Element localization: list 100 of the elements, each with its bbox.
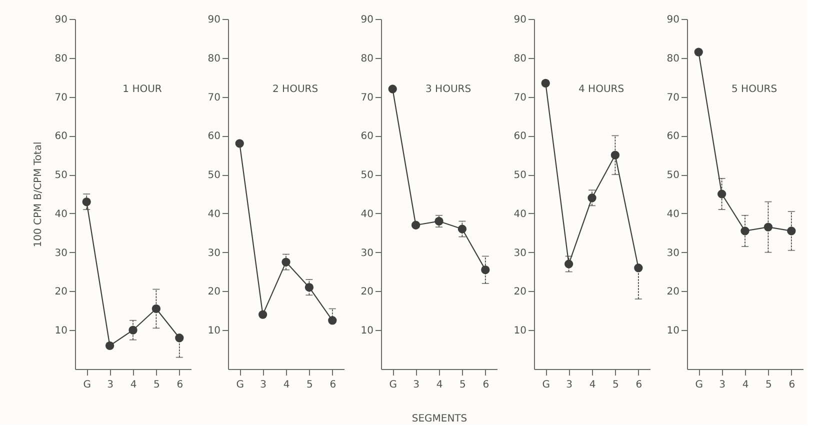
point (388, 84, 397, 94)
point (458, 224, 467, 234)
y-tick-label: 80 (666, 53, 680, 64)
point (588, 194, 596, 202)
y-tick-label: 90 (54, 14, 68, 26)
y-tick-label: 20 (666, 286, 680, 298)
y-tick-label: 20 (208, 286, 220, 298)
y-tick-label: 40 (666, 208, 680, 220)
x-tick-label: 6 (788, 380, 796, 390)
y-tick-label: 70 (666, 92, 680, 104)
y-tick-label: 30 (666, 248, 680, 259)
y-tick-label: 60 (360, 131, 374, 142)
y-tick-label: 20 (54, 286, 68, 298)
text: 3 HOURS (426, 84, 472, 95)
point (328, 316, 337, 325)
x-tick-label: 6 (330, 380, 336, 390)
y-tick-label: 80 (54, 53, 68, 64)
point (694, 48, 703, 56)
point (434, 216, 444, 226)
x-tick-label: 4 (589, 380, 596, 390)
x-tick-label: 4 (130, 380, 137, 390)
y-tick-label: 30 (514, 248, 526, 259)
point (634, 264, 643, 272)
x-tick-label: 6 (176, 380, 184, 390)
x-tick-label: 3 (566, 380, 572, 390)
text: 5 HOURS (732, 84, 778, 95)
y-tick-label: 70 (208, 92, 220, 104)
point (304, 283, 314, 292)
y-tick-label: 40 (360, 208, 374, 220)
point (235, 139, 244, 148)
y-tick-label: 10 (360, 326, 374, 337)
y-tick-label: 60 (514, 131, 526, 142)
y-tick-label: 50 (208, 170, 220, 182)
y-tick-label: 10 (666, 326, 680, 337)
y-tick-label: 30 (54, 248, 68, 259)
y-axis-title: 100 CPM B/CPM Total (32, 142, 44, 248)
y-tick-label: 60 (666, 131, 680, 142)
x-tick-label: 4 (436, 380, 443, 390)
y-tick-label: 50 (514, 170, 526, 182)
y-tick-label: 50 (666, 170, 680, 182)
y-tick-label: 10 (208, 326, 220, 337)
y-tick-label: 60 (208, 131, 220, 142)
x-tick-label: G (236, 380, 244, 390)
x-tick-label: G (389, 380, 397, 390)
y-tick-label: 20 (360, 286, 374, 298)
y-tick-label: 30 (208, 248, 220, 259)
y-tick-label: 90 (208, 14, 220, 26)
y-tick-label: 10 (514, 326, 526, 337)
y-tick-label: 80 (360, 53, 374, 64)
x-tick-label: 3 (260, 380, 266, 390)
y-tick-label: 90 (666, 14, 680, 26)
y-tick-label: 70 (514, 92, 526, 104)
y-tick-label: 60 (54, 131, 68, 142)
x-tick-label: 4 (742, 380, 749, 390)
point (282, 258, 290, 266)
y-tick-label: 40 (208, 208, 220, 220)
x-tick-label: 5 (766, 380, 772, 390)
x-tick-label: 3 (413, 380, 420, 390)
y-tick-label: 50 (54, 170, 68, 182)
point (787, 226, 796, 236)
point (175, 334, 184, 342)
x-tick-label: 3 (107, 380, 114, 390)
y-tick-label: 70 (360, 92, 374, 104)
point (258, 310, 268, 319)
x-tick-label: 3 (719, 380, 726, 390)
point (764, 222, 773, 232)
y-tick-label: 50 (360, 170, 374, 182)
text: 1 HOUR (122, 84, 162, 95)
y-tick-label: 90 (360, 14, 374, 26)
x-tick-label: G (542, 380, 550, 390)
y-tick-label: 80 (208, 53, 220, 64)
y-tick-label: 40 (514, 208, 526, 220)
x-axis-title: SEGMENTS (412, 414, 468, 424)
y-tick-label: 90 (514, 14, 526, 26)
point (152, 304, 161, 314)
x-tick-label: 6 (482, 380, 490, 390)
x-tick-label: 5 (612, 380, 619, 390)
y-tick-label: 30 (360, 248, 374, 259)
point (610, 150, 620, 160)
point (541, 78, 550, 88)
point (82, 197, 91, 206)
point (481, 266, 490, 274)
y-tick-label: 40 (54, 208, 68, 220)
x-tick-label: 4 (283, 380, 290, 390)
x-tick-label: G (695, 380, 703, 390)
y-tick-label: 80 (514, 53, 526, 64)
x-tick-label: 5 (460, 380, 466, 390)
point (105, 341, 114, 350)
y-tick-label: 10 (54, 326, 68, 337)
point (717, 190, 726, 198)
x-tick-label: G (83, 380, 91, 390)
x-tick-label: 5 (306, 380, 313, 390)
y-tick-label: 20 (514, 286, 526, 298)
point (564, 260, 574, 268)
text: 2 HOURS (272, 84, 318, 95)
x-tick-label: 6 (636, 380, 642, 390)
x-tick-label: 5 (154, 380, 160, 390)
point (740, 226, 750, 236)
point (411, 220, 420, 230)
point (128, 326, 138, 334)
